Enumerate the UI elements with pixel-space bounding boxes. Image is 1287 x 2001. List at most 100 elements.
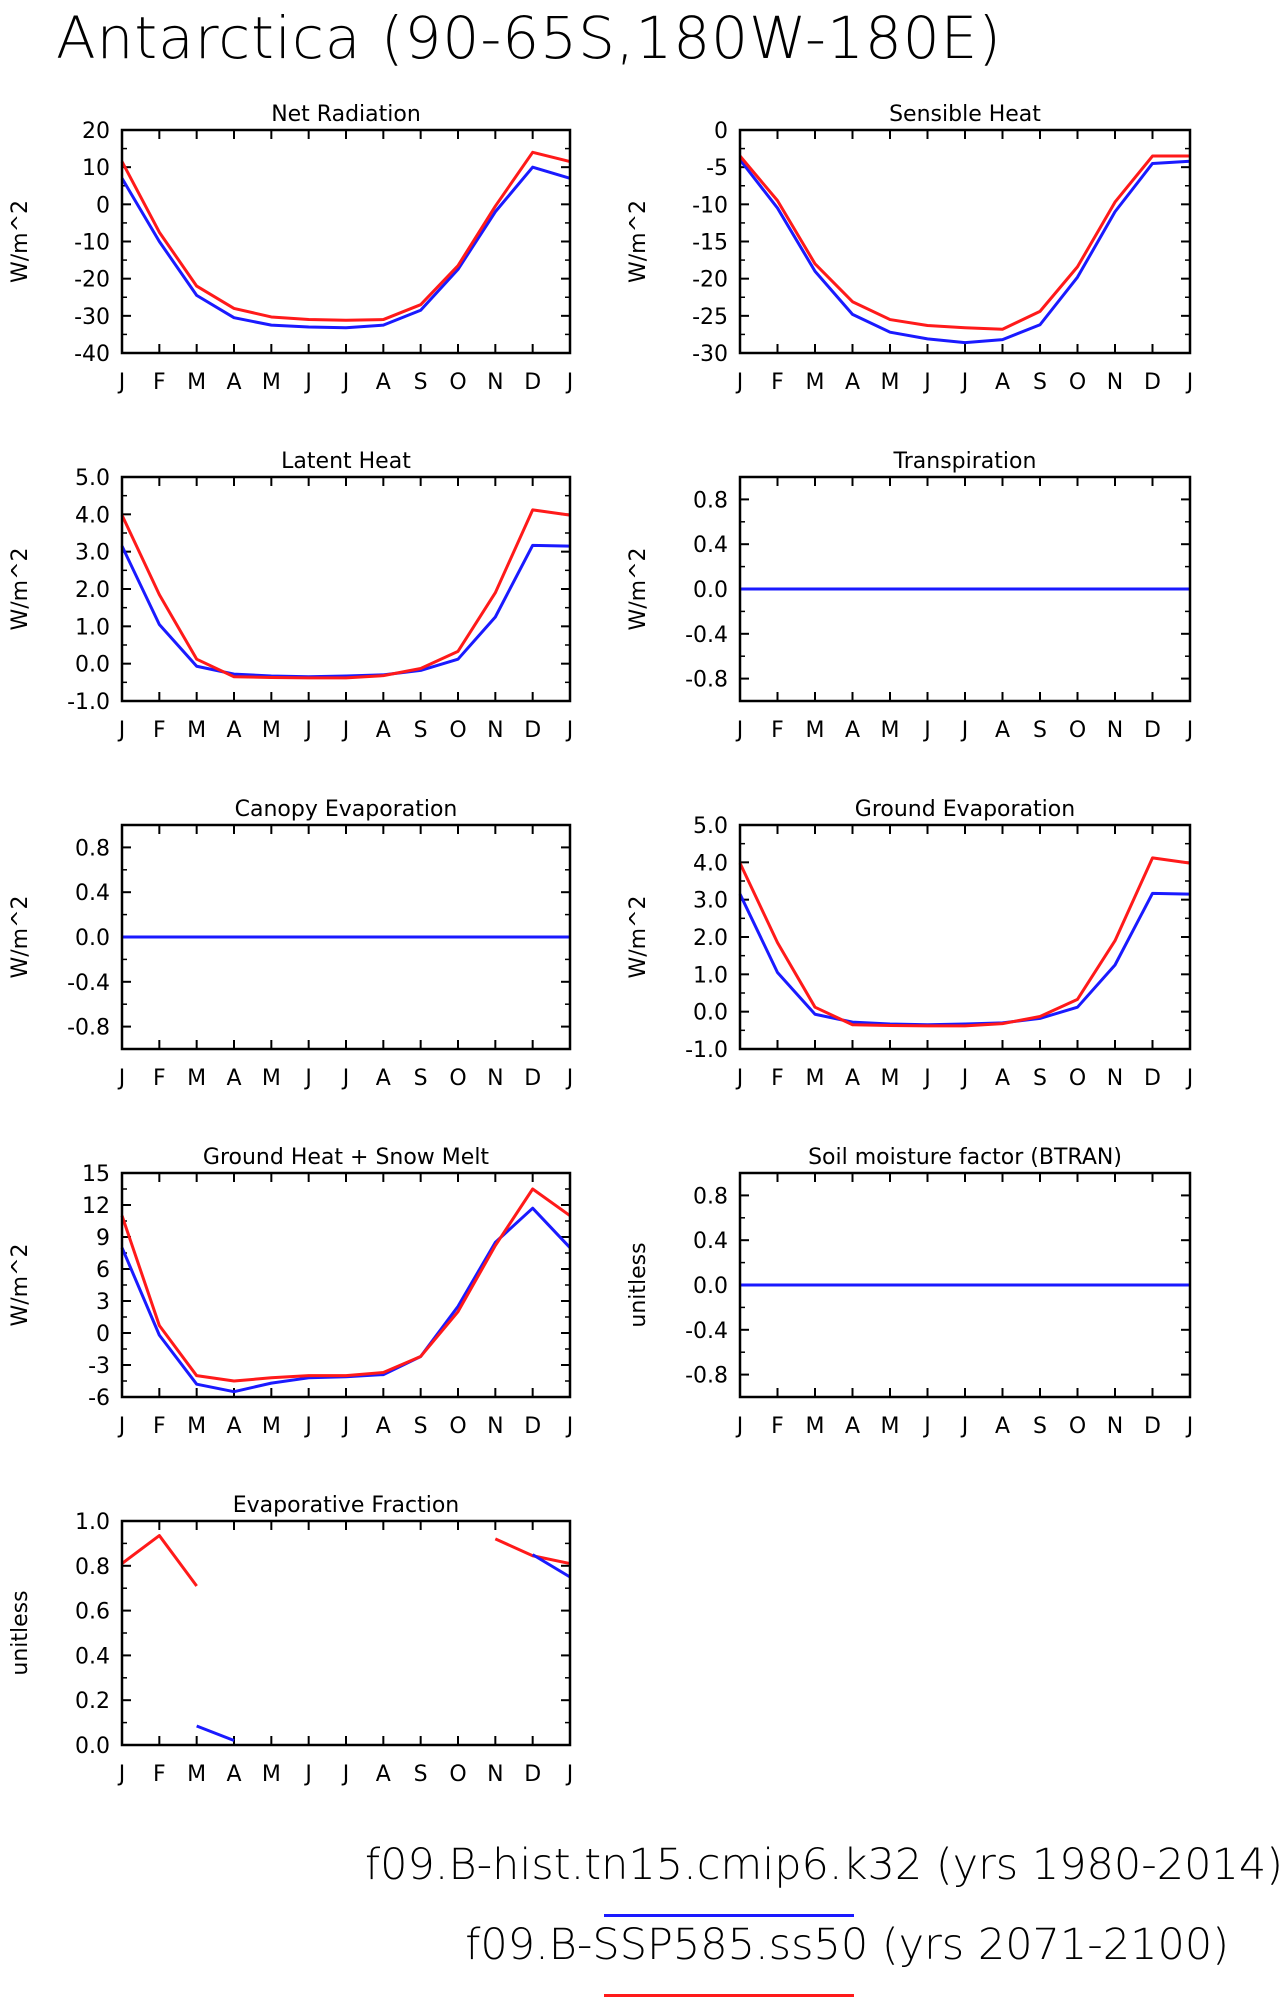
x-tick-label: F: [153, 1414, 166, 1439]
x-tick-label: F: [771, 1414, 784, 1439]
x-tick-label: M: [262, 370, 281, 395]
x-tick-label: D: [524, 1762, 541, 1787]
x-tick-label: O: [1069, 1414, 1086, 1439]
x-tick-label: M: [806, 370, 825, 395]
plot-frame: [120, 1171, 572, 1399]
x-tick-label: M: [262, 1762, 281, 1787]
y-tick-label: 20: [82, 119, 110, 144]
x-tick-label: J: [117, 1762, 126, 1787]
x-tick-label: S: [1033, 718, 1047, 743]
y-tick-label: -0.4: [685, 623, 728, 648]
plot-frame: [738, 823, 1192, 1051]
y-tick-label: -20: [692, 268, 728, 293]
y-tick-label: 0: [96, 193, 110, 218]
y-tick-label: 9: [96, 1226, 110, 1251]
x-tick-label: J: [735, 1414, 744, 1439]
x-tick-label: N: [487, 1414, 503, 1439]
x-tick-label: M: [881, 718, 900, 743]
legend-swatch-case2: [604, 1994, 854, 1997]
x-tick-label: N: [487, 1762, 503, 1787]
x-tick-label: A: [376, 718, 391, 743]
x-tick-label: S: [1033, 1414, 1047, 1439]
x-tick-label: N: [1107, 1066, 1123, 1091]
x-tick-label: J: [117, 370, 126, 395]
plot-frame: [738, 128, 1192, 355]
chart-panel: Ground Heat + Snow Melt W/m^2 -6 -3 0 3 6 9 12 15…: [8, 1145, 573, 1439]
x-tick-label: J: [565, 370, 574, 395]
chart-title: Evaporative Fraction: [233, 1493, 459, 1518]
x-tick-label: J: [341, 718, 350, 743]
x-tick-label: J: [1185, 1414, 1194, 1439]
y-tick-label: -5: [706, 156, 728, 181]
x-tick-label: J: [922, 718, 931, 743]
x-tick-label: J: [117, 718, 126, 743]
x-tick-label: S: [414, 370, 428, 395]
x-tick-label: M: [806, 718, 825, 743]
y-tick-label: 0.0: [693, 1274, 728, 1299]
y-tick-label: -15: [692, 231, 728, 256]
x-tick-label: M: [262, 718, 281, 743]
x-tick-label: J: [303, 1762, 312, 1787]
x-tick-label: M: [187, 1066, 206, 1091]
series-line: [121, 1534, 198, 1587]
x-tick-label: S: [1033, 1066, 1047, 1091]
series-line: [120, 165, 571, 330]
x-tick-label: F: [153, 1066, 166, 1091]
legend-entry-case2: f09.B-SSP585.ss50 (yrs 2071-2100): [465, 1920, 1229, 1970]
y-tick-label: -0.8: [685, 1364, 728, 1389]
x-tick-label: J: [303, 718, 312, 743]
y-tick-label: 0.8: [693, 488, 728, 513]
chart-title: Ground Evaporation: [855, 797, 1075, 822]
x-tick-label: F: [771, 718, 784, 743]
plot-frame: [738, 475, 1192, 703]
chart-title: Ground Heat + Snow Melt: [203, 1145, 490, 1170]
x-tick-label: D: [1144, 718, 1161, 743]
x-tick-label: O: [449, 370, 466, 395]
y-tick-label: 0: [96, 1322, 110, 1347]
chart-title: Sensible Heat: [889, 102, 1041, 127]
chart-title: Canopy Evaporation: [235, 797, 458, 822]
chart-title: Soil moisture factor (BTRAN): [808, 1145, 1122, 1170]
y-axis-label: W/m^2: [8, 547, 33, 630]
x-tick-label: D: [1144, 370, 1161, 395]
series-line: [738, 158, 1191, 345]
y-tick-label: 4.0: [693, 851, 728, 876]
x-tick-label: N: [1107, 718, 1123, 743]
x-tick-label: J: [565, 1414, 574, 1439]
plot-frame: [120, 1519, 572, 1747]
x-tick-label: M: [806, 1414, 825, 1439]
series-line: [738, 154, 1190, 331]
y-tick-label: 0.4: [693, 1229, 728, 1254]
y-tick-label: 0.0: [75, 926, 110, 951]
x-tick-label: O: [449, 1414, 466, 1439]
x-tick-label: A: [376, 370, 391, 395]
x-tick-label: J: [341, 370, 350, 395]
x-tick-label: N: [1107, 1414, 1123, 1439]
x-tick-label: J: [960, 718, 969, 743]
plot-frame: [120, 823, 572, 1051]
x-tick-label: A: [226, 370, 241, 395]
y-tick-label: -1.0: [67, 690, 110, 715]
plot-frame: [120, 128, 572, 355]
y-tick-label: 0.0: [75, 653, 110, 678]
x-tick-label: J: [117, 1066, 126, 1091]
y-axis-label: W/m^2: [626, 547, 651, 630]
x-tick-label: S: [1033, 370, 1047, 395]
y-tick-label: 1.0: [693, 963, 728, 988]
x-tick-label: A: [845, 370, 860, 395]
y-tick-label: 0.8: [75, 1555, 110, 1580]
x-tick-label: S: [414, 1066, 428, 1091]
series-line: [120, 508, 571, 680]
chart-panel: Canopy Evaporation W/m^2 -0.8 -0.4 0.0 0.4 0.8…: [8, 797, 573, 1091]
x-tick-label: O: [1069, 718, 1086, 743]
x-tick-label: J: [117, 1414, 126, 1439]
series-line: [738, 891, 1191, 1027]
x-tick-label: A: [226, 718, 241, 743]
x-tick-label: F: [771, 370, 784, 395]
y-tick-label: 1.0: [75, 1510, 110, 1535]
x-tick-label: O: [1069, 370, 1086, 395]
chart-panel: Soil moisture factor (BTRAN) unitless -0.8…: [626, 1145, 1193, 1439]
chart-panel: Latent Heat W/m^2 -1.0 0.0 1.0 2.0 3.0 4.0 5.0 J F…: [8, 449, 573, 743]
